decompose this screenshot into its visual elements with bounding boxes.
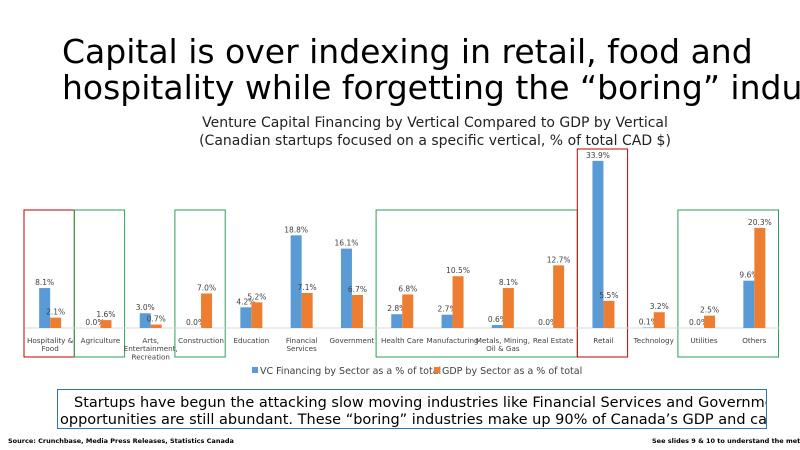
gdp-data-label: 6.8% <box>398 284 417 293</box>
category-label: Real Estate <box>533 336 574 345</box>
gdp-bar <box>150 324 162 328</box>
gdp-data-label: 7.1% <box>298 283 317 292</box>
vc-bar <box>592 160 604 328</box>
headline-line-1: Capital is over indexing in retail, food… <box>62 34 753 71</box>
gdp-bar <box>402 294 414 328</box>
vc-data-label: 18.8% <box>284 225 308 234</box>
vc-data-label: 0.0% <box>186 318 205 327</box>
gdp-bar <box>100 320 112 328</box>
chart-title-block: Venture Capital Financing by Vertical Co… <box>150 114 720 150</box>
gdp-bar <box>50 317 62 328</box>
vc-data-label: 3.0% <box>136 303 155 312</box>
vc-bar <box>139 313 151 328</box>
chart-title: Venture Capital Financing by Vertical Co… <box>202 115 668 131</box>
vc-data-label: 0.0% <box>538 318 557 327</box>
vc-bar <box>391 314 403 328</box>
gdp-data-label: 2.5% <box>700 306 719 315</box>
slide-headline: Capital is over indexing in retail, food… <box>62 34 800 106</box>
gdp-data-label: 6.7% <box>348 285 367 294</box>
headline-line-2: hospitality while forgetting the “boring… <box>62 68 800 106</box>
gdp-bar <box>553 265 565 328</box>
gdp-bar <box>603 300 615 328</box>
category-label: Agriculture <box>81 336 121 345</box>
vc-data-label: 4.2% <box>236 297 255 306</box>
category-label: Education <box>233 336 269 345</box>
gdp-data-label: 5.2% <box>247 292 266 301</box>
callout-line-2: opportunities are still abundant. These … <box>60 412 767 428</box>
highlight-box <box>677 209 780 358</box>
chart-subtitle: (Canadian startups focused on a specific… <box>199 133 671 149</box>
gdp-data-label: 3.2% <box>650 302 669 311</box>
category-label: Retail <box>593 336 613 345</box>
gdp-bar <box>251 302 263 328</box>
category-label: Government <box>330 336 375 345</box>
category-label: Metals, Mining, Oil & Gas <box>476 336 530 353</box>
vc-data-label: 0.0% <box>85 318 104 327</box>
vc-data-label: 0.1% <box>639 318 658 327</box>
vc-bar <box>240 307 252 328</box>
category-label: Hospitality & Food <box>27 336 74 353</box>
vc-data-label: 16.1% <box>335 239 359 248</box>
callout-line-1: Startups have begun the attacking slow m… <box>74 395 767 411</box>
vc-bar <box>743 280 755 328</box>
gdp-data-label: 12.7% <box>547 255 571 264</box>
legend-vc-label: VC Financing by Sector as a % of total <box>260 366 441 377</box>
highlight-box <box>174 209 226 358</box>
category-label: Others <box>742 336 766 345</box>
vc-data-label: 0.6% <box>488 315 507 324</box>
vc-data-label: 2.8% <box>387 304 406 313</box>
vc-bar <box>290 235 302 328</box>
gdp-data-label: 2.1% <box>46 308 65 317</box>
vc-data-label: 8.1% <box>35 278 54 287</box>
vc-data-label: 0.0% <box>689 318 708 327</box>
vc-bar <box>39 288 51 328</box>
gdp-data-label: 20.3% <box>748 218 772 227</box>
callout-box: Startups have begun the attacking slow m… <box>57 389 767 429</box>
gdp-data-label: 10.5% <box>446 266 470 275</box>
gdp-data-label: 5.5% <box>599 291 618 300</box>
category-label: Construction <box>178 336 224 345</box>
category-label: Technology <box>633 336 675 345</box>
highlight-box <box>73 209 126 358</box>
vc-data-label: 33.9% <box>586 151 610 160</box>
category-label: Utilities <box>691 336 718 345</box>
vc-bar <box>340 248 352 328</box>
legend-vc-swatch <box>252 367 258 373</box>
vc-bar <box>491 325 503 328</box>
gdp-bar <box>653 312 665 328</box>
gdp-data-label: 0.7% <box>147 315 166 324</box>
highlight-box <box>576 148 629 358</box>
category-label: Manufacturing <box>427 336 479 345</box>
category-label: Health Care <box>381 336 424 345</box>
vc-data-label: 2.7% <box>438 305 457 314</box>
category-label: Arts, Entertainment, Recreation <box>124 336 178 361</box>
gdp-data-label: 8.1% <box>499 278 518 287</box>
gdp-bar <box>301 292 313 328</box>
gdp-bar <box>754 227 766 328</box>
gdp-bar <box>502 288 514 328</box>
gdp-bar <box>704 315 716 328</box>
source-note: Source: Crunchbase, Media Press Releases… <box>8 437 234 445</box>
legend-gdp-label: GDP by Sector as a % of total <box>442 366 582 377</box>
methodology-note: See slides 9 & 10 to understand the meth… <box>652 437 800 445</box>
gdp-data-label: 7.0% <box>197 283 216 292</box>
gdp-bar <box>351 294 363 328</box>
gdp-bar <box>452 276 464 328</box>
legend-gdp-swatch <box>434 367 440 373</box>
gdp-data-label: 1.6% <box>96 310 115 319</box>
gdp-bar <box>201 293 213 328</box>
category-label: Financial Services <box>286 336 317 353</box>
vc-data-label: 9.6% <box>739 271 758 280</box>
vc-bar <box>441 314 453 328</box>
